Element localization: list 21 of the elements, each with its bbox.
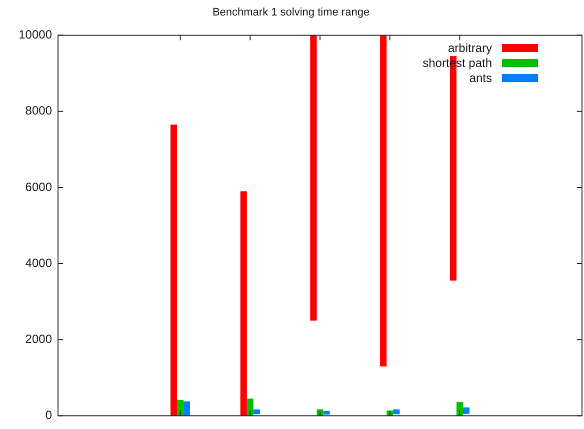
y-tick-label: 6000 [25, 180, 52, 194]
bar [184, 401, 190, 416]
legend-label: arbitrary [448, 40, 492, 54]
bar [170, 124, 178, 416]
chart-title: Benchmark 1 solving time range [212, 6, 370, 19]
bar [380, 35, 387, 366]
bar [323, 410, 330, 415]
y-tick-label: 4000 [25, 256, 52, 270]
bar [240, 191, 247, 416]
bar [462, 407, 470, 414]
bar [177, 400, 184, 416]
legend-label: ants [469, 70, 492, 84]
bar [246, 398, 254, 416]
y-tick-label: 8000 [25, 104, 52, 118]
y-tick-label: 0 [45, 408, 52, 422]
y-tick-label: 10000 [18, 28, 52, 42]
bar [310, 35, 317, 321]
bar [456, 402, 463, 416]
y-tick-label: 2000 [25, 332, 52, 346]
bar [393, 409, 400, 414]
bar [253, 409, 260, 414]
